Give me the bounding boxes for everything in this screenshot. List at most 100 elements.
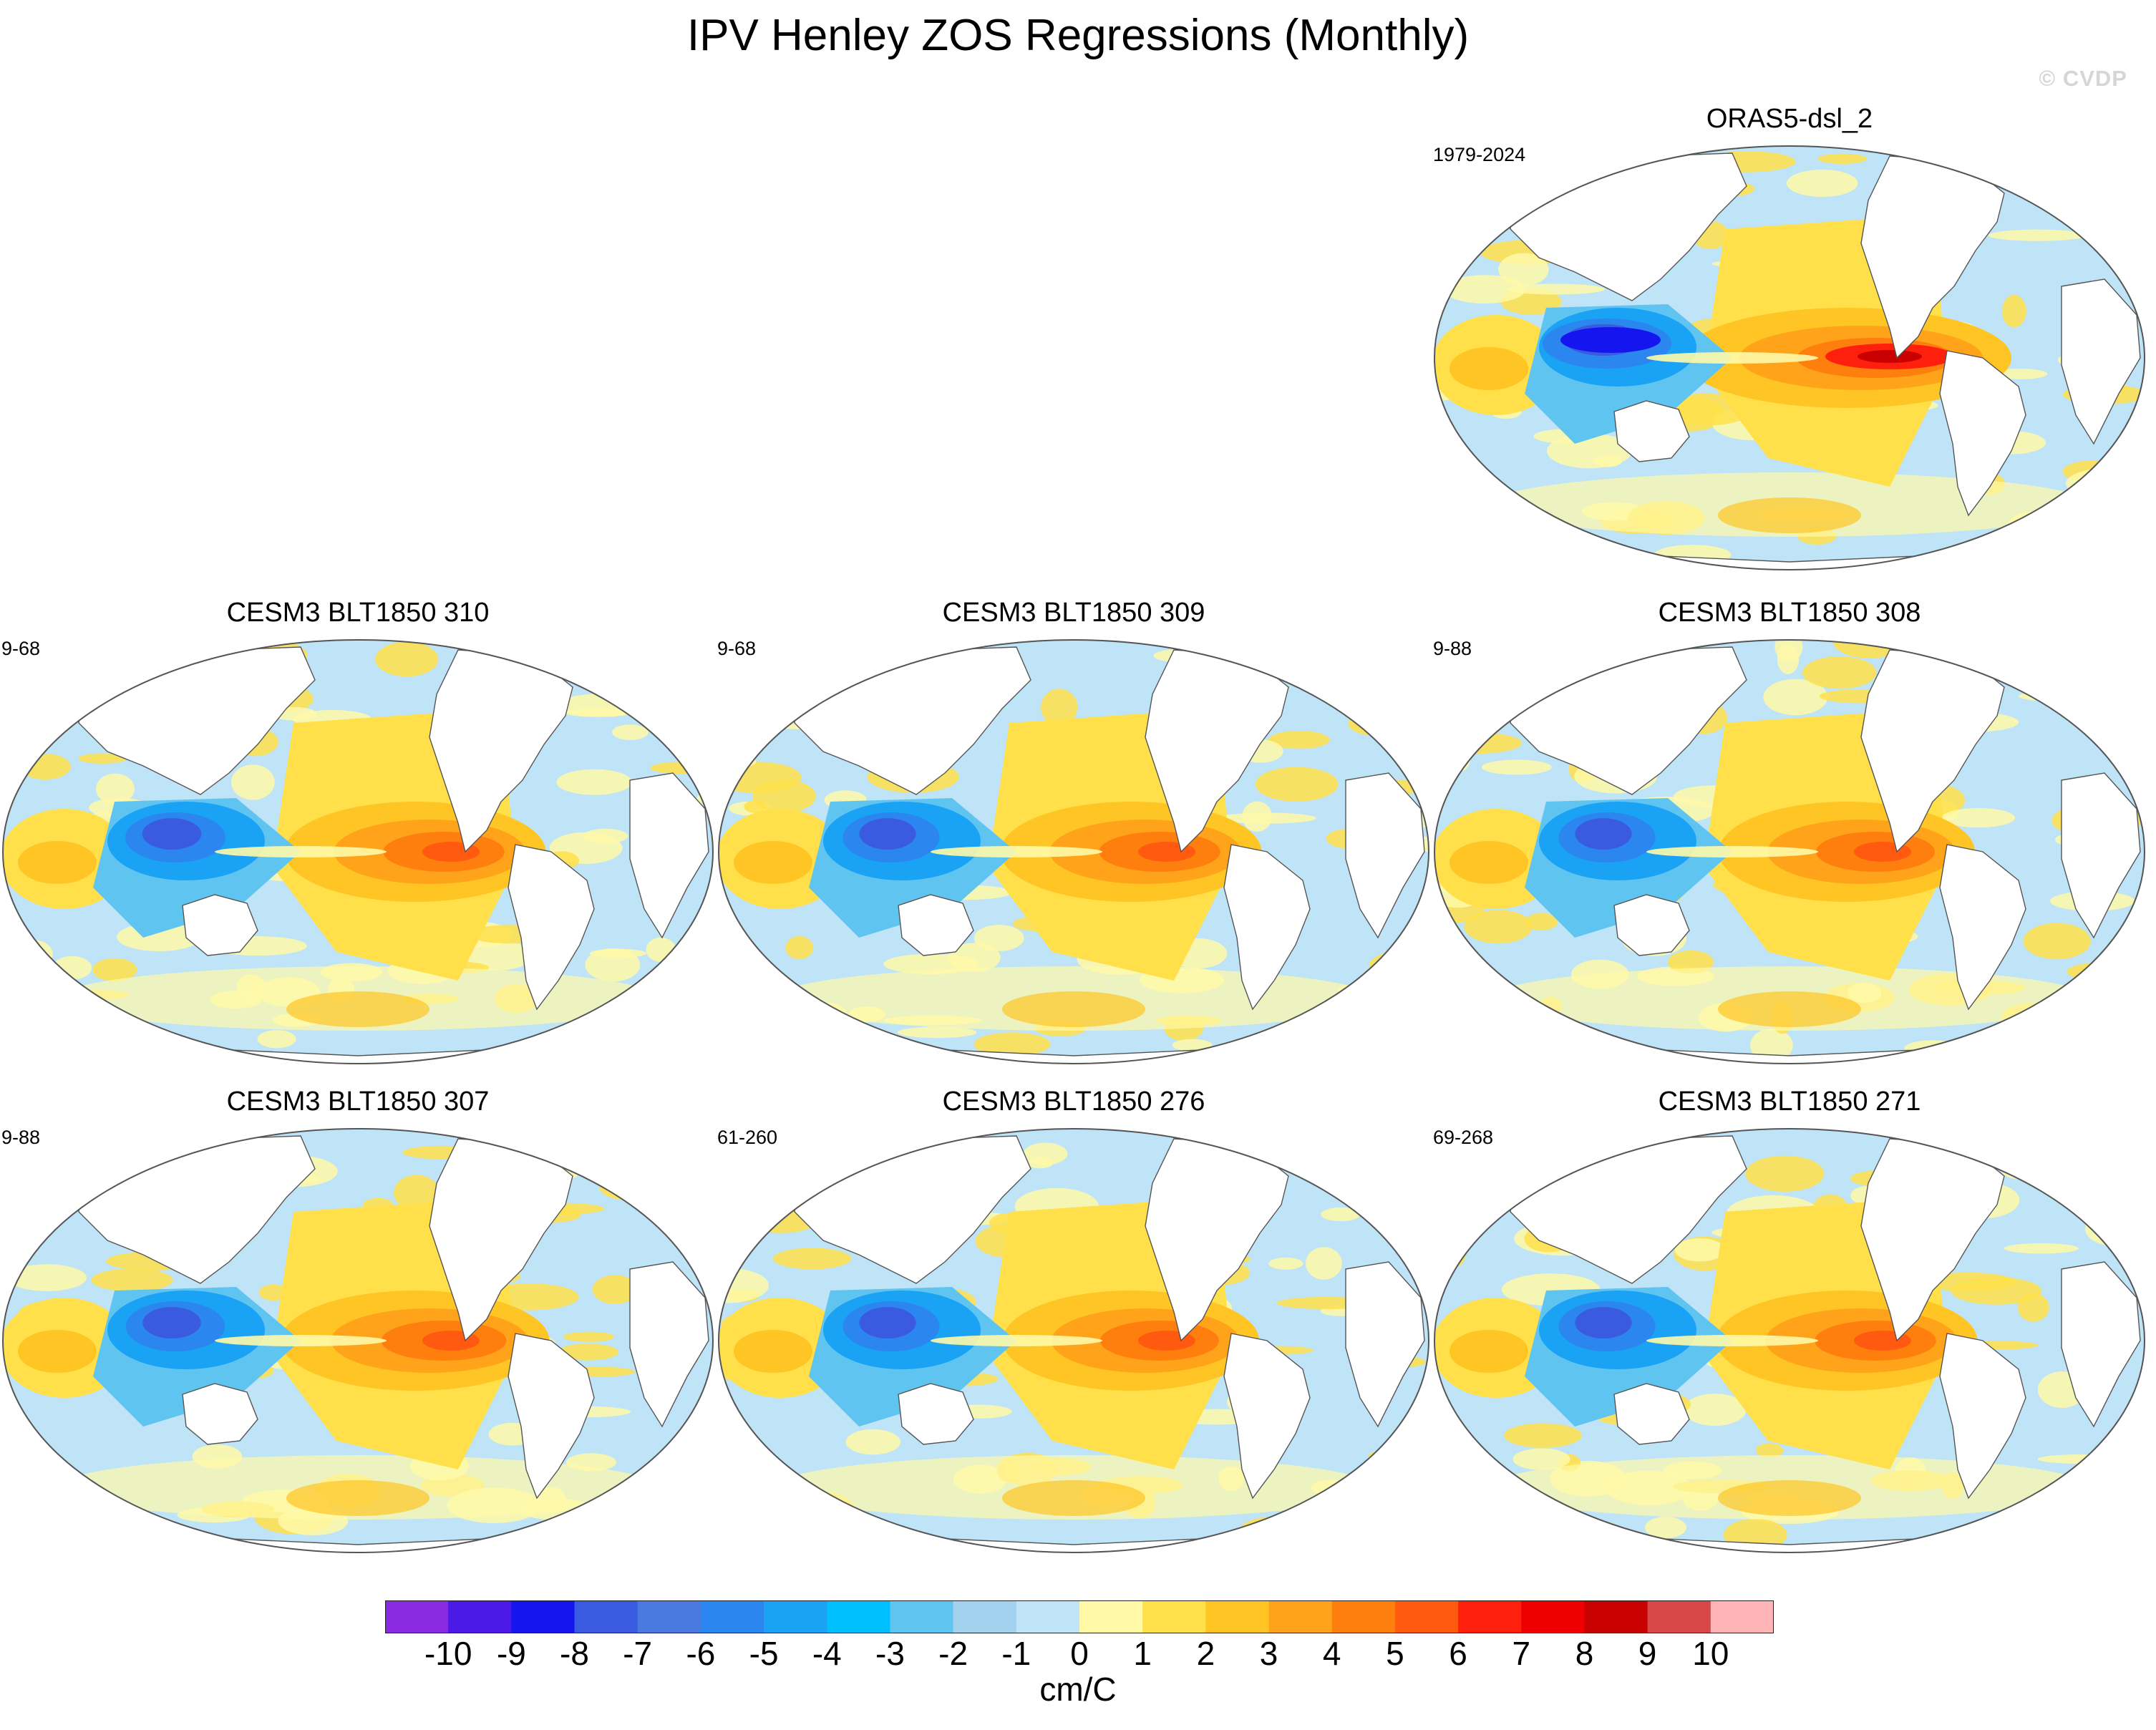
noise-blob (1786, 169, 1858, 198)
colorbar-tick-label: 2 (1196, 1635, 1215, 1672)
noise-blob (1988, 229, 2087, 241)
equatorial-strip (1646, 846, 1818, 857)
noise-blob (1593, 455, 1622, 467)
noise-blob (1512, 1448, 1570, 1470)
map-panel: CESM3 BLT1850 310 9-68 (0, 598, 716, 1064)
noise-blob (1564, 640, 1664, 655)
noise-blob (563, 1331, 615, 1342)
noise-blob (773, 1248, 851, 1270)
regression-map (718, 639, 1429, 1064)
map-panel: CESM3 BLT1850 271 69-268 (1432, 1087, 2147, 1553)
ocean-field (3, 1129, 713, 1552)
south-america (508, 844, 595, 1011)
noise-blob (78, 753, 127, 764)
noise-blob (1904, 1040, 1961, 1056)
noise-blob (592, 1275, 638, 1304)
southern-warm-spot (286, 991, 429, 1027)
noise-blob (2037, 1454, 2127, 1464)
colorbar-bin (385, 1600, 449, 1633)
noise-blob (1644, 1516, 1687, 1539)
southern-warm-spot (1718, 991, 1861, 1027)
colorbar-bin (764, 1600, 827, 1633)
colorbar-bin (1142, 1600, 1206, 1633)
noise-blob (2109, 1129, 2145, 1141)
australia (182, 1383, 258, 1445)
africa (2061, 772, 2141, 939)
map-panel: CESM3 BLT1850 307 9-88 (0, 1087, 716, 1553)
colorbar-bin (1331, 1600, 1396, 1633)
greenland (2029, 157, 2073, 201)
southern-warm-spot (1718, 1480, 1861, 1516)
map-border (1434, 145, 2145, 570)
greenland (597, 1139, 641, 1184)
cool-pool-core (1575, 818, 1632, 850)
colorbar-tick-label: 9 (1638, 1635, 1657, 1672)
noise-blob (811, 1545, 895, 1552)
indian-warm-core (18, 841, 97, 884)
noise-blob (2100, 1133, 2145, 1153)
panel-years: 9-68 (717, 638, 757, 659)
noise-blob (1774, 640, 1803, 662)
colorbar-bin (1016, 1600, 1080, 1633)
watermark: © CVDP (2039, 66, 2127, 91)
greenland (2029, 1139, 2073, 1184)
equatorial-strip (1646, 1335, 1818, 1346)
noise-blob (59, 1039, 114, 1051)
panel-years: 69-268 (1433, 1127, 1494, 1148)
colorbar-tick-label: -8 (560, 1635, 589, 1672)
noise-blob (1449, 734, 1472, 772)
indian-warm-core (734, 841, 812, 884)
map-panel: ORAS5-dsl_2 1979-2024 (1432, 104, 2147, 570)
noise-blob (1543, 640, 1619, 656)
australia (182, 894, 258, 956)
noise-blob (2023, 923, 2091, 960)
indian-warm-core (1450, 1330, 1528, 1373)
equatorial-strip (931, 846, 1102, 857)
noise-blob (1268, 730, 1330, 749)
figure-title: IPV Henley ZOS Regressions (Monthly) (686, 11, 1470, 60)
noise-blob (2014, 1132, 2062, 1158)
noise-blob (3, 1182, 62, 1218)
colorbar-tick-label: 3 (1259, 1635, 1278, 1672)
noise-blob (1258, 640, 1332, 654)
colorbar-bin (1521, 1600, 1585, 1633)
warm-tongue-max (1858, 350, 1922, 363)
cool-pool-peak (1560, 327, 1661, 353)
noise-blob (7, 1264, 87, 1291)
noise-blob (1324, 1001, 1368, 1031)
noise-blob (1434, 998, 1470, 1033)
noise-blob (2004, 1243, 2079, 1254)
south-america (508, 1333, 595, 1500)
noise-blob (671, 1537, 713, 1549)
south-america (1939, 844, 2026, 1011)
noise-blob (257, 1030, 296, 1049)
colorbar-bin (890, 1600, 954, 1633)
equatorial-strip (1646, 352, 1818, 364)
ocean-field (1434, 1129, 2145, 1552)
noise-blob (1378, 716, 1429, 749)
noise-blob (1505, 549, 1529, 570)
noise-blob (1299, 1517, 1348, 1540)
noise-blob (1750, 1029, 1793, 1062)
map-panel: CESM3 BLT1850 308 9-88 (1432, 598, 2147, 1064)
noise-blob (1277, 1039, 1306, 1061)
colorbar-bin (1394, 1600, 1459, 1633)
panel-years: 61-260 (717, 1127, 778, 1148)
noise-blob (1381, 1129, 1429, 1145)
colorbar-labels: -10 -9 -8 -7 -6 -5 -4 -3 -2 -1 0 1 2 3 4 5 6 7 8 9 10 (385, 1634, 1774, 1677)
noise-blob (1443, 275, 1526, 303)
colorbar-tick-label: 8 (1575, 1635, 1594, 1672)
africa (629, 772, 709, 939)
colorbar-bin (511, 1600, 576, 1633)
south-america (1223, 1333, 1311, 1500)
noise-blob (1334, 646, 1359, 660)
map-border (2, 1128, 714, 1553)
noise-blob (1506, 283, 1606, 295)
colorbar-bin (1079, 1600, 1143, 1633)
noise-blob (1562, 1040, 1593, 1049)
map-border (1434, 639, 2145, 1064)
australia (1613, 894, 1690, 956)
cool-pool-core (1575, 1307, 1632, 1338)
colorbar-tick-label: 7 (1512, 1635, 1531, 1672)
australia (898, 1383, 974, 1445)
